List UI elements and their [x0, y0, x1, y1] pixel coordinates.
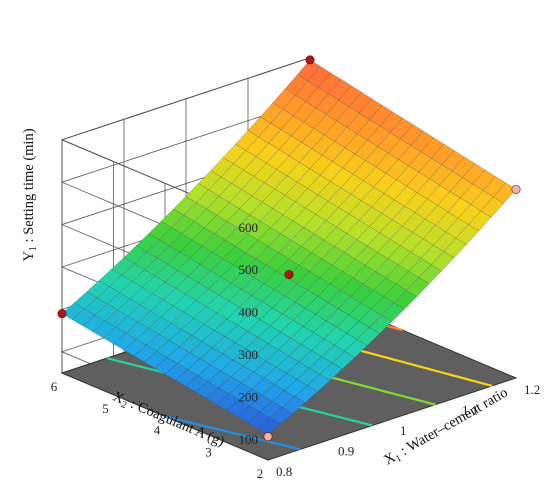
- design-point: [57, 309, 67, 319]
- z-tick-label: 500: [239, 262, 259, 277]
- x-tick-label: 1.1: [462, 403, 478, 418]
- design-point: [263, 432, 273, 442]
- design-point: [511, 184, 521, 194]
- z-tick-label: 400: [239, 305, 259, 320]
- design-point: [284, 270, 294, 280]
- y-tick-label: 2: [257, 466, 264, 481]
- y-tick-label: 4: [154, 423, 161, 438]
- surface-patch: [462, 163, 486, 185]
- x-tick-label: 0.8: [276, 464, 292, 479]
- surface-patch: [492, 182, 517, 204]
- x-tick-label: 0.9: [338, 444, 354, 459]
- y-tick-label: 6: [51, 379, 58, 394]
- z-tick-label: 300: [239, 347, 259, 362]
- z-tick-label: 100: [239, 432, 259, 447]
- y-tick-label: 3: [205, 444, 212, 459]
- z-tick-label: 600: [239, 220, 259, 235]
- design-points: [57, 55, 521, 442]
- design-point: [305, 55, 315, 65]
- surface-patch: [420, 137, 445, 159]
- tick-labels: 100 200 300 400 500 600 2 3 4 5 6 0.8 0.9 1 1.1 1.2: [51, 220, 541, 481]
- x-tick-label: 1.2: [524, 382, 540, 397]
- surface-patch: [472, 169, 496, 191]
- response-surface: [61, 59, 517, 435]
- z-tick-label: 200: [239, 389, 259, 404]
- y-tick-label: 5: [102, 401, 109, 416]
- x-tick-label: 1: [400, 423, 407, 438]
- z-axis-title: Y1 : Setting time (min): [21, 128, 39, 261]
- surface-patch: [338, 85, 362, 108]
- contour-line: [164, 415, 301, 451]
